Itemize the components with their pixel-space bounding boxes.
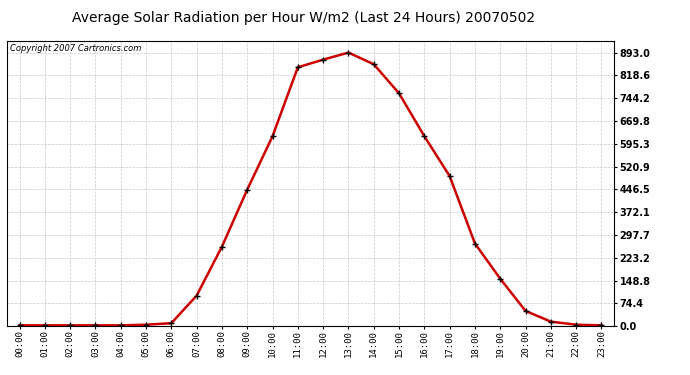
Text: Copyright 2007 Cartronics.com: Copyright 2007 Cartronics.com bbox=[10, 44, 141, 53]
Text: Average Solar Radiation per Hour W/m2 (Last 24 Hours) 20070502: Average Solar Radiation per Hour W/m2 (L… bbox=[72, 11, 535, 25]
